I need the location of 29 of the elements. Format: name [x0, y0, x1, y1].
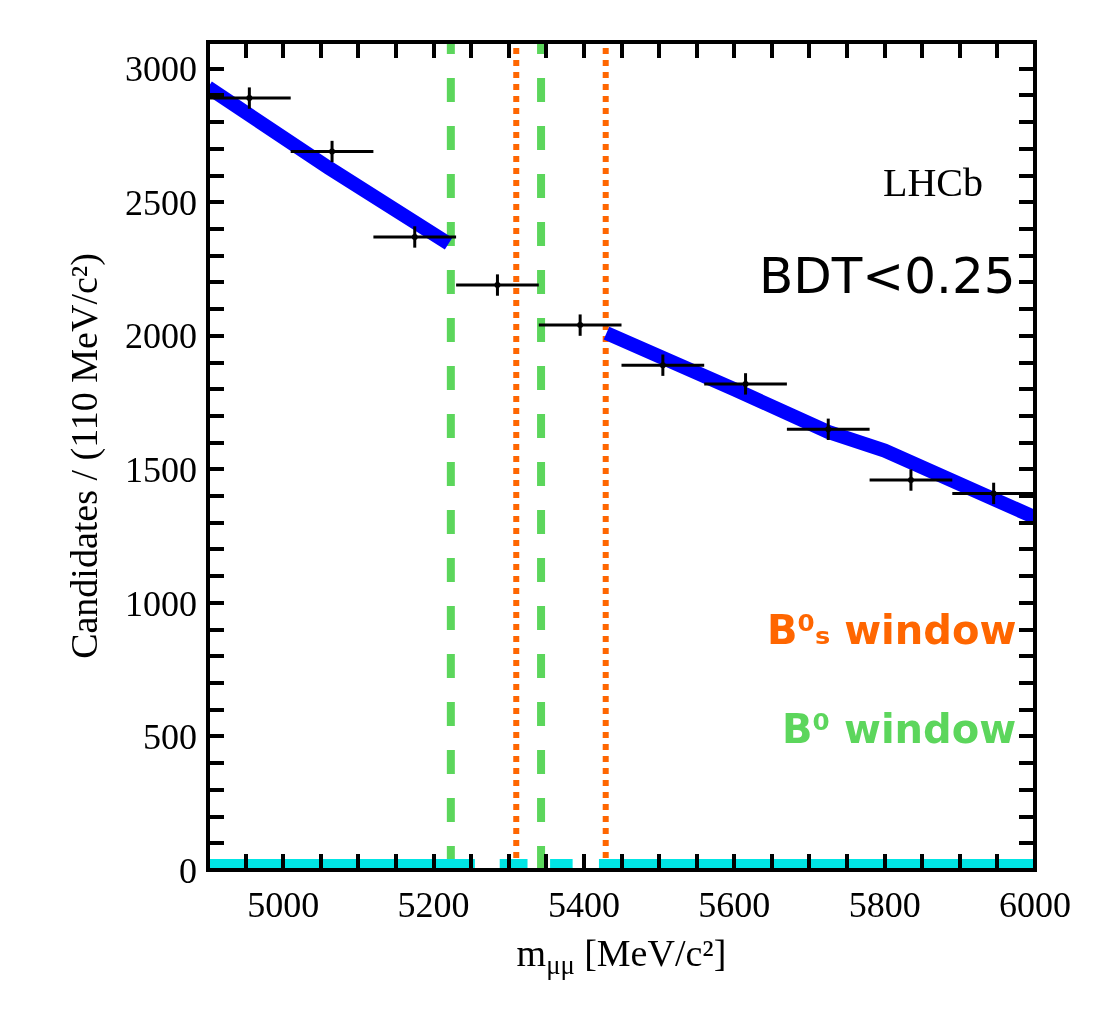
- annotation: LHCb: [883, 160, 983, 205]
- point: [246, 95, 253, 102]
- ref-line-label: B⁰ₛ window: [767, 607, 1017, 653]
- x-axis-title: m$_{μμ}$ [MeV/c²]: [516, 932, 727, 981]
- point: [907, 477, 914, 484]
- y-tick-label: 2500: [125, 182, 197, 223]
- y-tick-label: 1000: [125, 583, 197, 624]
- point: [825, 426, 832, 433]
- y-tick-label: 3000: [125, 49, 197, 90]
- x-tick-label: 5200: [397, 885, 470, 925]
- point: [411, 233, 418, 240]
- ref-line-label: B⁰ window: [782, 706, 1017, 752]
- y-tick-label: 500: [143, 717, 197, 758]
- point: [742, 380, 749, 387]
- y-tick-label: 1500: [125, 449, 197, 490]
- x-tick-label: 5800: [848, 885, 921, 925]
- x-tick-label: 5400: [547, 885, 620, 925]
- y-axis-title: Candidates / (110 MeV/c²): [63, 253, 107, 659]
- point: [494, 282, 501, 289]
- point: [329, 148, 336, 155]
- y-tick-label: 0: [179, 850, 197, 891]
- point: [577, 322, 584, 329]
- x-tick-label: 6000: [999, 885, 1071, 925]
- y-tick-label: 2000: [125, 316, 197, 357]
- point: [659, 362, 666, 369]
- x-tick-label: 5000: [247, 885, 320, 925]
- point: [990, 490, 997, 497]
- x-tick-label: 5600: [698, 885, 771, 925]
- annotation: BDT<0.25: [759, 247, 1016, 305]
